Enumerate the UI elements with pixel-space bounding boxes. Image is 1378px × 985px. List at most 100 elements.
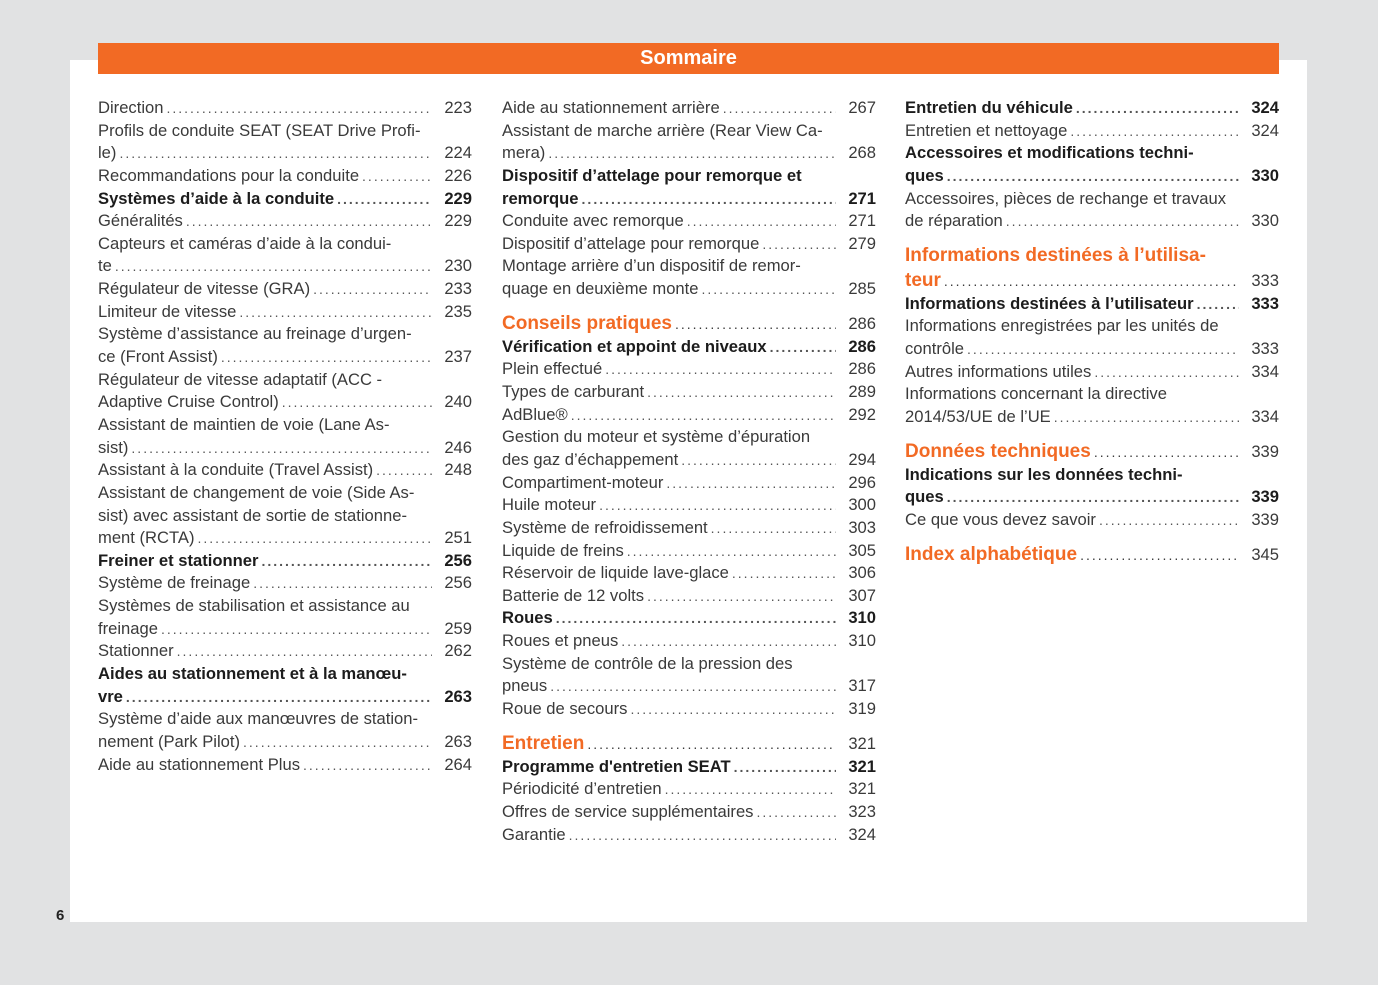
toc-page-number: 224: [444, 143, 472, 163]
toc-page-number: 237: [444, 347, 472, 367]
toc-entry[interactable]: Assistant de changement de voie (Side As…: [98, 482, 472, 550]
toc-section[interactable]: Systèmes d’aide à la conduite...........…: [98, 188, 472, 211]
toc-entry[interactable]: Ce que vous devez savoir................…: [905, 509, 1279, 532]
toc-entry-title: Stationner: [98, 641, 174, 661]
dot-leader: ........................................…: [337, 190, 432, 207]
toc-entry-title: Compartiment-moteur: [502, 472, 664, 492]
toc-entry[interactable]: Plein effectué..........................…: [502, 358, 876, 381]
toc-entry[interactable]: Capteurs et caméras d’aide à la condui-t…: [98, 233, 472, 278]
toc-entry[interactable]: Compartiment-moteur.....................…: [502, 472, 876, 495]
toc-entry-line: Généralités.............................…: [98, 210, 472, 233]
toc-section[interactable]: Aides au stationnement et à la manœu-vre…: [98, 663, 472, 708]
toc-page-number: 321: [848, 779, 876, 799]
toc-entry[interactable]: Système d’aide aux manœuvres de station-…: [98, 708, 472, 753]
toc-entry-title: ment (RCTA): [98, 528, 195, 548]
dot-leader: ........................................…: [762, 235, 836, 252]
toc-section[interactable]: Informations destinées à l’utilisateur..…: [905, 293, 1279, 316]
toc-entry[interactable]: Informations enregistrées par les unités…: [905, 315, 1279, 360]
toc-chapter[interactable]: Index alphabétique......................…: [905, 542, 1279, 567]
toc-page-number: 286: [848, 359, 876, 379]
toc-page-number: 334: [1251, 361, 1279, 381]
toc-entry[interactable]: Roues et pneus..........................…: [502, 630, 876, 653]
toc-section[interactable]: Dispositif d’attelage pour remorque et re…: [502, 165, 876, 210]
toc-entry[interactable]: Réservoir de liquide lave-glace.........…: [502, 562, 876, 585]
toc-section[interactable]: Programme d'entretien SEAT..............…: [502, 756, 876, 779]
toc-entry-title: Généralités: [98, 211, 183, 231]
toc-entry-title: Périodicité d’entretien: [502, 779, 662, 799]
dot-leader: ........................................…: [943, 272, 1239, 289]
toc-page-number: 286: [848, 313, 876, 333]
toc-entry[interactable]: Accessoires, pièces de rechange et trava…: [905, 188, 1279, 233]
toc-page-number: 310: [848, 608, 876, 628]
toc-entry-line: Systèmes d’aide à la conduite...........…: [98, 188, 472, 211]
toc-section[interactable]: Roues...................................…: [502, 607, 876, 630]
toc-entry[interactable]: Informations concernant la directive 2014…: [905, 383, 1279, 428]
toc-entry[interactable]: Limiteur de vitesse.....................…: [98, 301, 472, 324]
dot-leader: ........................................…: [131, 439, 432, 456]
toc-entry[interactable]: AdBlue®.................................…: [502, 404, 876, 427]
dot-leader: ........................................…: [1093, 443, 1239, 460]
toc-entry[interactable]: Garantie................................…: [502, 824, 876, 847]
toc-entry[interactable]: Dispositif d’attelage pour remorque.....…: [502, 233, 876, 256]
toc-entry[interactable]: Conduite avec remorque..................…: [502, 210, 876, 233]
toc-entry-title: Système de contrôle de la pression des: [502, 653, 793, 673]
toc-entry[interactable]: Systèmes de stabilisation et assistance …: [98, 595, 472, 640]
toc-entry-title: Roue de secours: [502, 699, 628, 719]
toc-entry[interactable]: Généralités.............................…: [98, 210, 472, 233]
toc-entry[interactable]: Montage arrière d’un dispositif de remor…: [502, 255, 876, 300]
toc-entry[interactable]: Types de carburant......................…: [502, 381, 876, 404]
toc-entry[interactable]: Offres de service supplémentaires.......…: [502, 801, 876, 824]
dot-leader: ........................................…: [1080, 546, 1239, 563]
toc-entry[interactable]: Profils de conduite SEAT (SEAT Drive Pro…: [98, 120, 472, 165]
toc-entry[interactable]: Périodicité d’entretien.................…: [502, 778, 876, 801]
toc-entry[interactable]: Aide au stationnement Plus..............…: [98, 754, 472, 777]
toc-entry-line: Offres de service supplémentaires.......…: [502, 801, 876, 824]
toc-chapter[interactable]: Entretien...............................…: [502, 731, 876, 756]
toc-section[interactable]: Vérification et appoint de niveaux......…: [502, 336, 876, 359]
toc-entry[interactable]: Liquide de freins.......................…: [502, 540, 876, 563]
toc-entry-title: teur: [905, 269, 941, 291]
toc-entry[interactable]: Assistant de marche arrière (Rear View C…: [502, 120, 876, 165]
toc-page-number: 262: [444, 641, 472, 661]
dot-leader: ........................................…: [626, 542, 836, 559]
toc-page-number: 303: [848, 517, 876, 537]
toc-chapter[interactable]: Informations destinées à l’utilisa-teur.…: [905, 243, 1279, 293]
page-number: 6: [56, 907, 65, 924]
toc-section[interactable]: Entretien du véhicule...................…: [905, 97, 1279, 120]
toc-chapter[interactable]: Données techniques......................…: [905, 439, 1279, 464]
toc-section[interactable]: Accessoires et modifications techni-ques…: [905, 142, 1279, 187]
toc-section[interactable]: Indications sur les données techni-ques.…: [905, 464, 1279, 509]
toc-entry[interactable]: Huile moteur............................…: [502, 494, 876, 517]
toc-entry[interactable]: Recommandations pour la conduite........…: [98, 165, 472, 188]
toc-entry-title: Système d’assistance au freinage d’urgen…: [98, 324, 412, 344]
toc-entry[interactable]: Système de contrôle de la pression des pn…: [502, 653, 876, 698]
toc-column-2: Aide au stationnement arrière...........…: [502, 97, 876, 846]
toc-entry-line: Entretien...............................…: [502, 731, 876, 756]
toc-entry[interactable]: Roue de secours.........................…: [502, 698, 876, 721]
toc-chapter[interactable]: Conseils pratiques......................…: [502, 311, 876, 336]
dot-leader: ........................................…: [239, 303, 432, 320]
toc-entry[interactable]: Assistant de maintien de voie (Lane As-s…: [98, 414, 472, 459]
toc-entry-title: Accessoires et modifications techni-: [905, 143, 1194, 163]
toc-entry[interactable]: Batterie de 12 volts....................…: [502, 585, 876, 608]
toc-entry-line: teur....................................…: [905, 268, 1279, 293]
toc-section[interactable]: Freiner et stationner...................…: [98, 550, 472, 573]
toc-entry[interactable]: Autres informations utiles..............…: [905, 361, 1279, 384]
toc-entry[interactable]: Système de freinage.....................…: [98, 572, 472, 595]
toc-entry[interactable]: Stationner..............................…: [98, 640, 472, 663]
toc-entry[interactable]: Aide au stationnement arrière...........…: [502, 97, 876, 120]
toc-entry[interactable]: Régulateur de vitesse (GRA).............…: [98, 278, 472, 301]
toc-entry-title: Conduite avec remorque: [502, 211, 684, 231]
toc-entry-title: Offres de service supplémentaires: [502, 801, 754, 821]
dot-leader: ........................................…: [362, 167, 432, 184]
toc-entry[interactable]: Système de refroidissement..............…: [502, 517, 876, 540]
toc-entry[interactable]: Gestion du moteur et système d’épuration…: [502, 426, 876, 471]
toc-entry[interactable]: Assistant à la conduite (Travel Assist).…: [98, 459, 472, 482]
dot-leader: ........................................…: [550, 678, 836, 695]
toc-entry[interactable]: Direction...............................…: [98, 97, 472, 120]
toc-entry[interactable]: Régulateur de vitesse adaptatif (ACC - Ad…: [98, 369, 472, 414]
toc-entry-title: ce (Front Assist): [98, 347, 218, 367]
toc-entry[interactable]: Système d’assistance au freinage d’urgen…: [98, 323, 472, 368]
toc-entry-title: Assistant à la conduite (Travel Assist): [98, 460, 374, 480]
toc-entry[interactable]: Entretien et nettoyage..................…: [905, 120, 1279, 143]
